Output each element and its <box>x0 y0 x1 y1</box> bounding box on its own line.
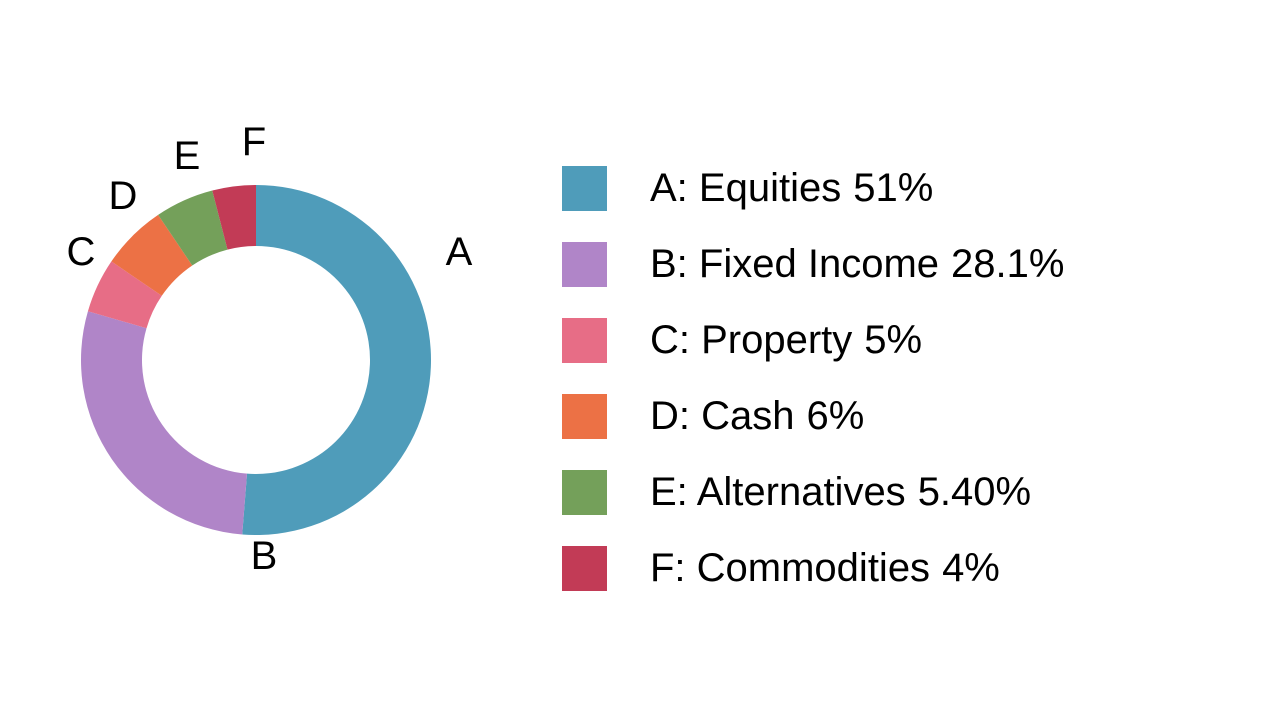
legend-swatch-alternatives <box>562 470 607 515</box>
donut-slice-f <box>212 185 256 250</box>
donut-slice-d <box>111 214 193 296</box>
legend: A: Equities 51% B: Fixed Income 28.1% C:… <box>562 166 1064 591</box>
legend-item-fixed-income: B: Fixed Income 28.1% <box>562 242 1064 287</box>
legend-swatch-cash <box>562 394 607 439</box>
legend-label: C: Property <box>650 318 853 362</box>
legend-swatch-fixed-income <box>562 242 607 287</box>
legend-value: 5% <box>864 318 923 362</box>
donut-slice-b <box>81 311 248 535</box>
legend-value: 4% <box>942 546 1000 590</box>
slice-label-b: B <box>250 534 278 578</box>
legend-swatch-property <box>562 318 607 363</box>
slice-label-a: A <box>445 230 473 274</box>
legend-value: 5.40% <box>917 470 1032 514</box>
legend-value: 51% <box>853 166 934 210</box>
legend-label: E: Alternatives <box>650 470 906 514</box>
legend-item-cash: D: Cash 6% <box>562 394 1064 439</box>
donut-slice-c <box>87 261 162 329</box>
legend-value: 28.1% <box>951 242 1065 286</box>
legend-item-alternatives: E: Alternatives 5.40% <box>562 470 1064 515</box>
slice-label-f: F <box>241 120 267 164</box>
legend-label: F: Commodities <box>650 546 931 590</box>
slice-label-e: E <box>173 134 201 178</box>
donut-slice-e <box>158 190 228 266</box>
legend-swatch-commodities <box>562 546 607 591</box>
legend-item-commodities: F: Commodities 4% <box>562 546 1064 591</box>
legend-item-property: C: Property 5% <box>562 318 1064 363</box>
legend-label: D: Cash <box>650 394 795 438</box>
legend-item-equities: A: Equities 51% <box>562 166 1064 211</box>
slice-label-c: C <box>66 230 96 274</box>
slice-label-d: D <box>108 174 138 218</box>
legend-label: A: Equities <box>650 166 842 210</box>
donut-slice-a <box>242 185 432 535</box>
legend-label: B: Fixed Income <box>650 242 940 286</box>
legend-value: 6% <box>806 394 865 438</box>
legend-swatch-equities <box>562 166 607 211</box>
